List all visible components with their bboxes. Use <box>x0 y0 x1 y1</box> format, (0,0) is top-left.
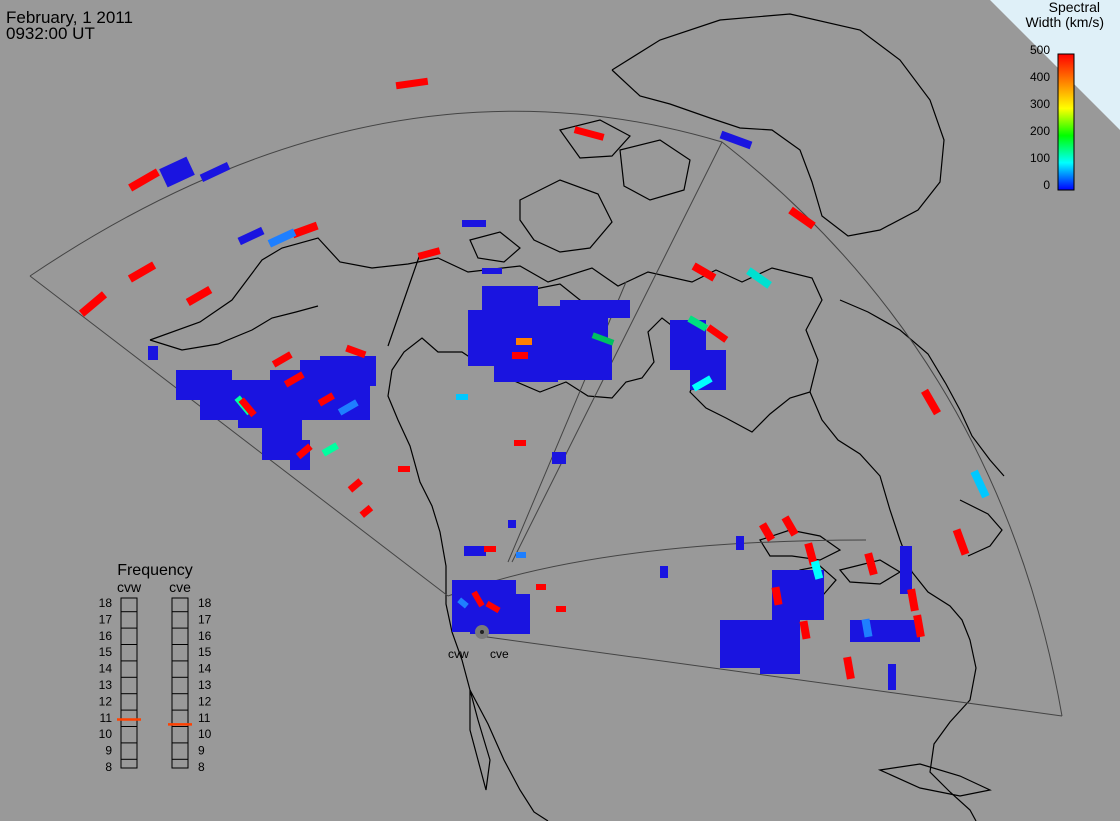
frequency-scale-label-right: 11 <box>198 711 211 725</box>
frequency-scale-label-left: 11 <box>100 711 113 725</box>
colorbar-tick: 500 <box>1030 43 1050 57</box>
date-label: February, 1 2011 <box>6 8 133 27</box>
site-label-cve: cve <box>490 647 509 661</box>
frequency-scale-label-left: 10 <box>99 727 113 741</box>
frequency-scale-label-right: 16 <box>198 629 212 643</box>
high-width-echoes <box>78 77 990 680</box>
frequency-scale-label-right: 15 <box>198 645 212 659</box>
colorbar-tick: 400 <box>1030 70 1050 84</box>
frequency-scale-label-left: 15 <box>99 645 113 659</box>
frequency-scale-label-right: 14 <box>198 662 212 676</box>
frequency-scale-label-right: 10 <box>198 727 212 741</box>
frequency-scale-label-left: 9 <box>105 744 112 758</box>
colorbar-tick: 100 <box>1030 151 1050 165</box>
frequency-scale-label-left: 13 <box>99 678 113 692</box>
frequency-scale-label-left: 14 <box>99 662 113 676</box>
frequency-scale-label-left: 16 <box>99 629 113 643</box>
frequency-scale-label-right: 8 <box>198 760 205 774</box>
site-label-cvw: cvw <box>448 647 469 661</box>
frequency-scale-label-left: 18 <box>99 596 113 610</box>
colorbar-gradient <box>1057 53 1075 191</box>
frequency-radar-label: cve <box>169 579 191 595</box>
time-label: 0932:00 UT <box>6 24 95 43</box>
colorbar-tick: 300 <box>1030 97 1050 111</box>
radar-beam-divider <box>387 253 421 347</box>
frequency-scale-label-left: 8 <box>105 760 112 774</box>
frequency-title: Frequency <box>117 562 193 579</box>
frequency-radar-label: cvw <box>117 579 142 595</box>
colorbar-tick: 200 <box>1030 124 1050 138</box>
frequency-scale-label-right: 12 <box>198 694 212 708</box>
frequency-scale-label-right: 18 <box>198 596 212 610</box>
radar-site-dot <box>480 630 484 634</box>
frequency-bar-cve <box>171 597 189 769</box>
colorbar-tick: 0 <box>1043 178 1050 192</box>
frequency-panel: Frequency cvw cve 18 18 17 17 16 16 15 15 14 14 13… <box>99 562 212 774</box>
colorbar-title-line1: Spectral <box>1049 0 1100 15</box>
frequency-scale-label-left: 12 <box>99 694 113 708</box>
map-edge-corner <box>990 0 1120 130</box>
frequency-bar-cvw <box>120 597 138 769</box>
colorbar: Spectral Width (km/s) 500 400 300 200 10… <box>1025 0 1104 192</box>
frequency-scale-label-right: 17 <box>198 612 212 626</box>
frequency-scale-label-right: 13 <box>198 678 212 692</box>
colorbar-title-line2: Width (km/s) <box>1025 14 1104 30</box>
frequency-scale-label-left: 17 <box>99 612 113 626</box>
frequency-scale-label-right: 9 <box>198 744 205 758</box>
